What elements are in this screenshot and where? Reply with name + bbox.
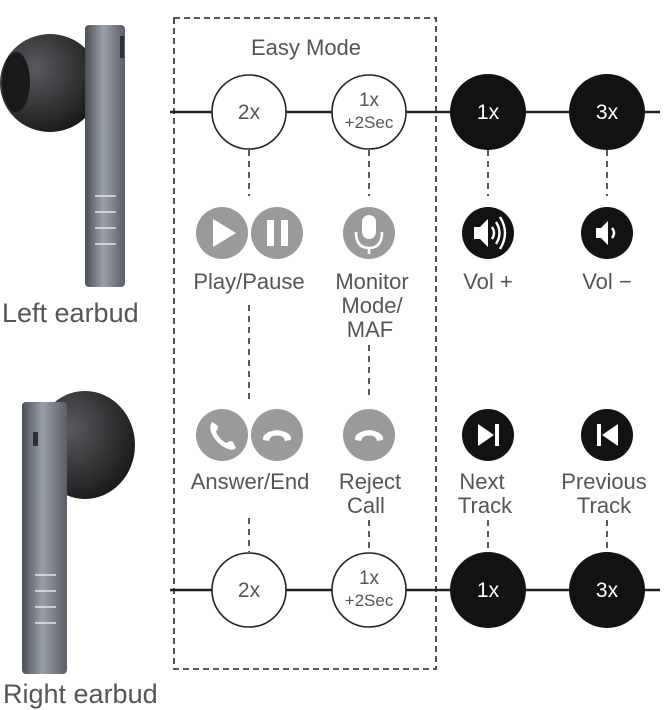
right-hold-tap-count: 1x — [359, 568, 380, 589]
right-earbud-image — [22, 391, 135, 674]
previous-track-icon — [581, 409, 633, 461]
reject-label-line1: Reject — [339, 469, 401, 494]
left-double-tap: 2x — [211, 74, 287, 150]
play-icon — [196, 207, 248, 259]
left-hold-tap: 1x +2Sec — [331, 74, 407, 150]
phone-icon — [196, 409, 248, 461]
next-label-line1: Next — [459, 469, 504, 494]
right-triple-tap-label: 3x — [596, 579, 619, 602]
reject-call-icon — [343, 409, 395, 461]
right-double-tap-label: 2x — [238, 579, 261, 602]
left-hold-tap-count: 1x — [359, 90, 380, 111]
previous-label-line2: Track — [577, 493, 632, 518]
hang-up-icon — [251, 409, 303, 461]
right-single-tap: 1x — [450, 552, 526, 628]
right-double-tap: 2x — [211, 552, 287, 628]
left-double-tap-label: 2x — [238, 101, 261, 124]
easy-mode-title: Easy Mode — [251, 35, 361, 60]
play-pause-label: Play/Pause — [193, 269, 304, 294]
left-triple-tap: 3x — [569, 74, 645, 150]
left-triple-tap-label: 3x — [596, 101, 619, 124]
right-single-tap-label: 1x — [477, 579, 500, 602]
right-hold-tap-duration: +2Sec — [345, 591, 394, 610]
previous-label-line1: Previous — [561, 469, 647, 494]
answer-end-label: Answer/End — [191, 469, 310, 494]
easy-mode-box — [173, 17, 437, 670]
left-earbud-label: Left earbud — [2, 298, 139, 328]
monitor-label-line1: Monitor — [335, 269, 408, 294]
right-hold-tap: 1x +2Sec — [331, 552, 407, 628]
right-triple-tap: 3x — [569, 552, 645, 628]
vol-down-label: Vol − — [582, 269, 632, 294]
volume-down-icon — [581, 207, 633, 259]
left-single-tap-label: 1x — [477, 101, 500, 124]
dashed-connectors — [248, 150, 608, 552]
volume-up-icon — [462, 207, 514, 259]
left-hold-tap-duration: +2Sec — [345, 113, 394, 132]
reject-label-line2: Call — [347, 493, 385, 518]
next-label-line2: Track — [458, 493, 513, 518]
right-earbud-label: Right earbud — [3, 679, 158, 709]
microphone-icon — [343, 207, 395, 259]
next-track-icon — [462, 409, 514, 461]
vol-up-label: Vol + — [463, 269, 513, 294]
pause-icon — [251, 207, 303, 259]
left-single-tap: 1x — [450, 74, 526, 150]
left-earbud-image — [0, 25, 125, 287]
monitor-label-line3: MAF — [347, 317, 393, 342]
monitor-label-line2: Mode/ — [341, 293, 403, 318]
